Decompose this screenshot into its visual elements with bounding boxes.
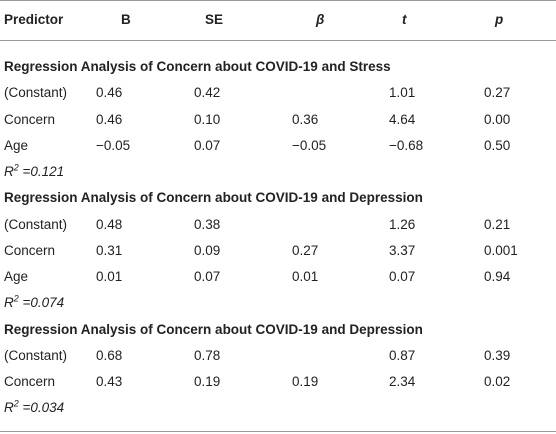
header-beta: β [316,12,325,27]
table-header-rule [0,40,556,41]
table-row: (Constant) 0.48 0.38 1.26 0.21 [0,214,556,236]
row-b: 0.31 [96,243,123,258]
table-row: Concern 0.46 0.10 0.36 4.64 0.00 [0,109,556,131]
row-predictor: (Constant) [4,348,68,363]
row-predictor: (Constant) [4,217,68,232]
row-t: 2.34 [389,374,416,389]
row-predictor: Concern [4,112,56,127]
table-row: Age −0.05 0.07 −0.05 −0.68 0.50 [0,135,556,157]
r-squared-value: =0.034 [18,400,65,415]
r-squared-symbol: R [4,164,14,179]
row-b: 0.68 [96,348,123,363]
row-b: 0.01 [96,269,123,284]
row-b: 0.48 [96,217,123,232]
row-p: 0.50 [484,138,511,153]
row-beta: 0.36 [292,112,319,127]
row-t: 0.87 [389,348,416,363]
r-squared-value: =0.074 [18,295,65,310]
table-bottom-rule [0,431,556,432]
row-predictor: (Constant) [4,85,68,100]
r-squared-value: =0.121 [18,164,65,179]
row-se: 0.10 [194,112,221,127]
row-t: 3.37 [389,243,416,258]
table-top-rule [0,0,556,1]
table-header-row: Predictor B SE β t p [0,9,556,31]
r-squared-exponent: 2 [13,162,19,173]
table-row: Concern 0.43 0.19 0.19 2.34 0.02 [0,371,556,393]
row-b: 0.46 [96,112,123,127]
r-squared-symbol: R [4,295,14,310]
row-predictor: Concern [4,374,56,389]
row-beta: 0.19 [292,374,319,389]
row-b: 0.46 [96,85,123,100]
row-se: 0.07 [194,138,221,153]
row-se: 0.19 [194,374,221,389]
row-p: 0.02 [484,374,511,389]
row-p: 0.94 [484,269,511,284]
header-b: B [121,12,131,27]
row-predictor: Concern [4,243,56,258]
row-p: 0.27 [484,85,511,100]
r-squared-note: R2 =0.034 [4,397,64,419]
header-t: t [402,12,407,27]
table-row: (Constant) 0.68 0.78 0.87 0.39 [0,345,556,367]
row-se: 0.38 [194,217,221,232]
r-squared-exponent: 2 [13,293,19,304]
table-row: Concern 0.31 0.09 0.27 3.37 0.001 [0,240,556,262]
row-t: 1.01 [389,85,416,100]
header-se: SE [205,12,224,27]
header-p: p [495,12,504,27]
row-t: 4.64 [389,112,416,127]
row-b: 0.43 [96,374,123,389]
row-b: −0.05 [96,138,131,153]
row-p: 0.39 [484,348,511,363]
section-title: Regression Analysis of Concern about COV… [4,190,423,205]
row-predictor: Age [4,269,29,284]
row-se: 0.09 [194,243,221,258]
r-squared-note: R2 =0.121 [4,161,64,183]
r-squared-note: R2 =0.074 [4,292,64,314]
r-squared-symbol: R [4,400,14,415]
header-predictor: Predictor [4,12,64,27]
table-row: (Constant) 0.46 0.42 1.01 0.27 [0,82,556,104]
row-se: 0.42 [194,85,221,100]
r-squared-exponent: 2 [13,398,19,409]
row-predictor: Age [4,138,29,153]
section-title: Regression Analysis of Concern about COV… [4,59,391,74]
row-t: 1.26 [389,217,416,232]
row-t: 0.07 [389,269,416,284]
section-title: Regression Analysis of Concern about COV… [4,322,423,337]
row-se: 0.07 [194,269,221,284]
row-p: 0.001 [484,243,518,258]
row-t: −0.68 [389,138,424,153]
row-beta: 0.01 [292,269,319,284]
row-beta: −0.05 [292,138,327,153]
row-p: 0.00 [484,112,511,127]
table-row: Age 0.01 0.07 0.01 0.07 0.94 [0,266,556,288]
row-beta: 0.27 [292,243,319,258]
row-p: 0.21 [484,217,511,232]
row-se: 0.78 [194,348,221,363]
